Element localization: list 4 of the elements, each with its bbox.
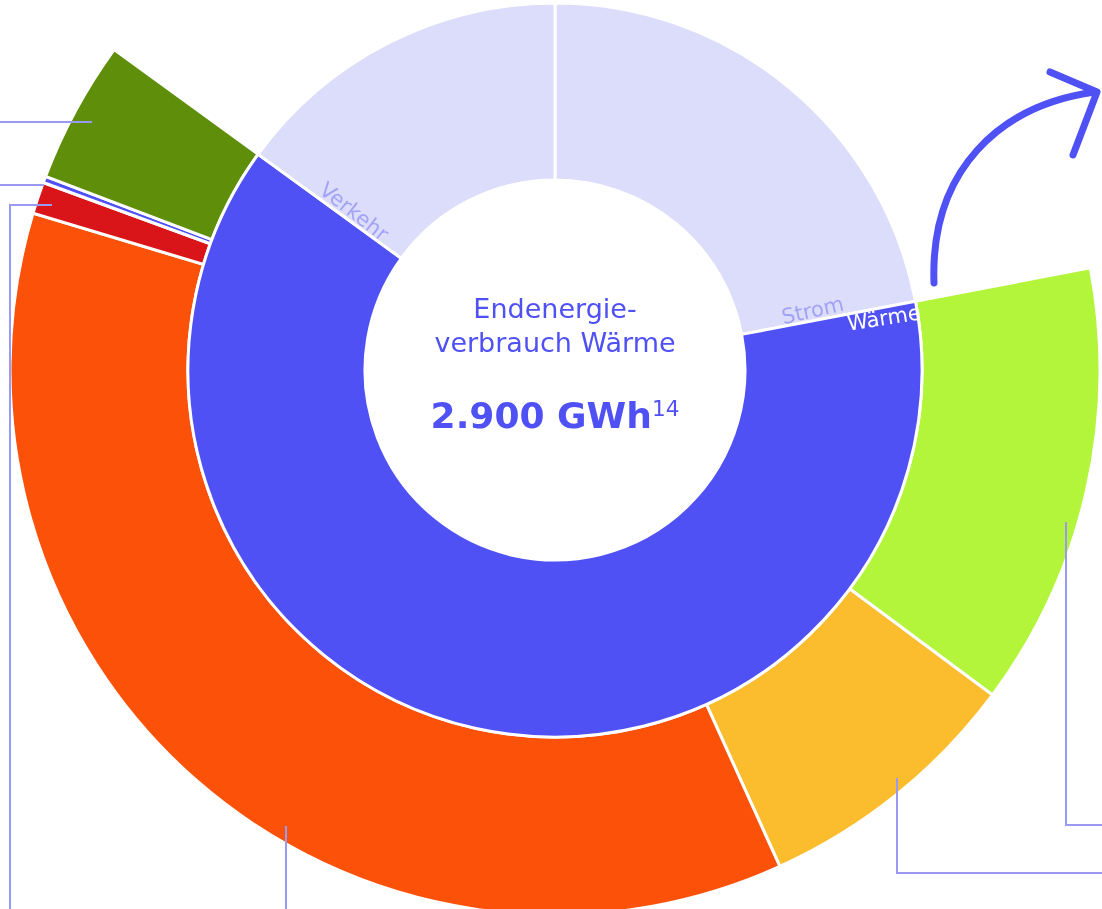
text: 2.900 GWh$^{14}$ [430,395,680,436]
slice-label: Wärme [845,300,923,336]
text: Endenergie- verbrauch Wärme [434,293,676,358]
slice-label: Strom [779,291,847,330]
